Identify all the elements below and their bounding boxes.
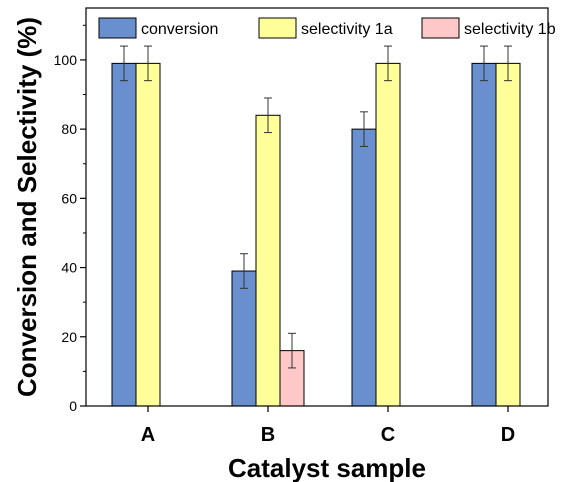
bar-selectivity-1a-A bbox=[135, 62, 161, 407]
error-bar-conversion-B bbox=[240, 253, 248, 289]
bar-conversion-D bbox=[471, 62, 497, 407]
x-tick-label-B: B bbox=[261, 424, 275, 446]
y-tick-label-100: 100 bbox=[54, 52, 78, 68]
x-tick-label-A: A bbox=[141, 424, 155, 446]
error-bars-layer bbox=[120, 45, 512, 369]
y-tick-label-40: 40 bbox=[61, 260, 77, 276]
y-axis-title: Conversion and Selectivity (%) bbox=[12, 17, 42, 397]
legend-swatch bbox=[421, 17, 460, 39]
legend-label: selectivity 1a bbox=[301, 21, 393, 38]
bar-selectivity-1a-B bbox=[255, 114, 281, 407]
legend-entry-selectivity-1a: selectivity 1a bbox=[258, 17, 393, 39]
x-tick-label-D: D bbox=[501, 424, 515, 446]
legend-entry-selectivity-1b: selectivity 1b bbox=[421, 17, 556, 39]
error-bar-conversion-C bbox=[360, 111, 368, 147]
y-tick-label-80: 80 bbox=[61, 121, 77, 137]
legend-swatch bbox=[258, 17, 297, 39]
bar-conversion-B bbox=[231, 270, 257, 407]
error-bar-selectivity-1b-B bbox=[288, 332, 296, 369]
error-bar-conversion-D bbox=[480, 45, 488, 82]
error-bar-selectivity-1a-A bbox=[144, 45, 152, 82]
y-tick-label-60: 60 bbox=[61, 190, 77, 206]
x-axis-title: Catalyst sample bbox=[228, 453, 426, 482]
legend-entry-conversion: conversion bbox=[98, 17, 218, 39]
y-tick-label-0: 0 bbox=[69, 398, 77, 414]
axes-layer: 0 20 40 60 80 100 A B C D bbox=[54, 7, 549, 446]
x-tick-label-C: C bbox=[381, 424, 395, 446]
bar-conversion-C bbox=[351, 128, 377, 407]
bar-selectivity-1a-D bbox=[495, 62, 521, 407]
plot-frame bbox=[85, 7, 549, 407]
bar-selectivity-1a-C bbox=[375, 62, 401, 407]
legend-label: selectivity 1b bbox=[464, 21, 556, 38]
bars-layer bbox=[111, 62, 521, 407]
error-bar-conversion-A bbox=[120, 45, 128, 82]
y-tick-label-20: 20 bbox=[61, 329, 77, 345]
error-bar-selectivity-1a-C bbox=[384, 45, 392, 82]
error-bar-selectivity-1a-B bbox=[264, 97, 272, 134]
legend: conversion selectivity 1a selectivity 1b bbox=[98, 17, 556, 39]
legend-swatch bbox=[98, 17, 137, 39]
bar-conversion-A bbox=[111, 62, 137, 407]
error-bar-selectivity-1a-D bbox=[504, 45, 512, 82]
legend-label: conversion bbox=[141, 21, 218, 38]
